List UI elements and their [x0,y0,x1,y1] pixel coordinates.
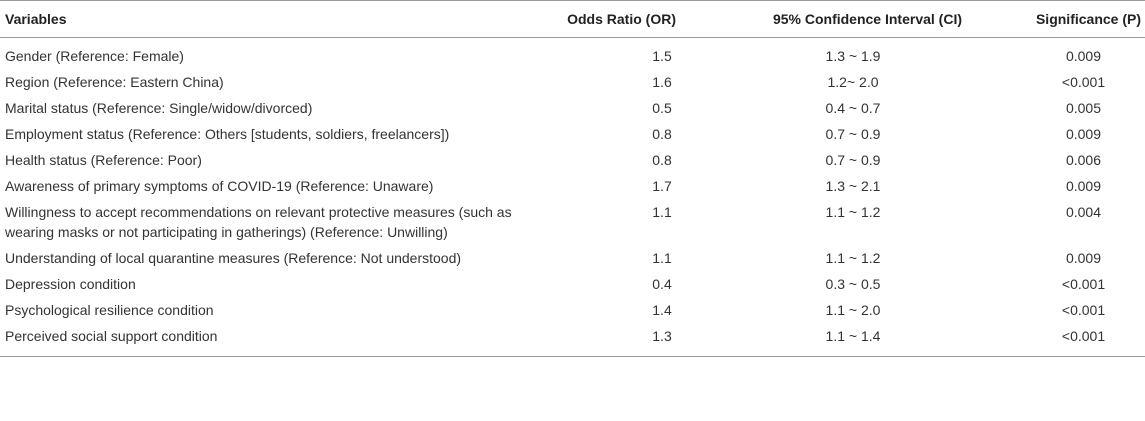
cell-variable: Marital status (Reference: Single/widow/… [5,100,313,116]
cell-odds-ratio: 0.4 [652,276,672,292]
table-body: Gender (Reference: Female) 1.5 1.3 ~ 1.9… [0,38,1145,357]
cell-odds-ratio: 0.8 [652,126,672,142]
cell-odds-ratio: 1.7 [652,178,672,194]
cell-variable: Gender (Reference: Female) [5,48,184,64]
table-row: Region (Reference: Eastern China) 1.6 1.… [0,70,1145,96]
cell-confidence-interval: 1.3 ~ 2.1 [825,178,881,194]
table-row: Understanding of local quarantine measur… [0,246,1145,272]
cell-odds-ratio: 1.4 [652,302,672,318]
table-header: Variables Odds Ratio (OR) 95% Confidence… [0,0,1145,38]
table-row: Awareness of primary symptoms of COVID-1… [0,174,1145,200]
cell-significance: 0.006 [1065,152,1102,168]
cell-variable: Willingness to accept recommendations on… [5,204,512,240]
cell-significance: <0.001 [1061,276,1106,292]
header-row: Variables Odds Ratio (OR) 95% Confidence… [0,0,1145,38]
table-row: Employment status (Reference: Others [st… [0,122,1145,148]
cell-odds-ratio: 1.3 [652,328,672,344]
cell-variable: Understanding of local quarantine measur… [5,250,462,266]
cell-variable: Region (Reference: Eastern China) [5,74,224,90]
cell-confidence-interval: 1.1 ~ 1.4 [825,328,881,344]
cell-confidence-interval: 1.1 ~ 1.2 [825,204,881,220]
cell-variable: Depression condition [5,276,136,292]
cell-variable: Health status (Reference: Poor) [5,152,202,168]
header-confidence-interval: 95% Confidence Interval (CI) [772,11,962,27]
cell-odds-ratio: 0.5 [652,100,672,116]
cell-confidence-interval: 0.4 ~ 0.7 [825,100,881,116]
cell-variable: Awareness of primary symptoms of COVID-1… [5,178,434,194]
header-significance: Significance (P) [1035,11,1141,27]
cell-variable: Perceived social support condition [5,328,218,344]
table-row: Willingness to accept recommendations on… [0,200,1145,246]
cell-confidence-interval: 0.3 ~ 0.5 [825,276,881,292]
table-row: Depression condition 0.4 0.3 ~ 0.5 <0.00… [0,272,1145,298]
cell-confidence-interval: 1.1 ~ 1.2 [825,250,881,266]
cell-significance: 0.009 [1065,48,1102,64]
cell-significance: 0.009 [1065,178,1102,194]
table-row: Marital status (Reference: Single/widow/… [0,96,1145,122]
cell-confidence-interval: 0.7 ~ 0.9 [825,152,881,168]
table-row: Perceived social support condition 1.3 1… [0,324,1145,357]
cell-confidence-interval: 1.3 ~ 1.9 [825,48,881,64]
cell-significance: <0.001 [1061,74,1106,90]
cell-significance: 0.009 [1065,126,1102,142]
cell-odds-ratio: 0.8 [652,152,672,168]
cell-significance: 0.004 [1065,204,1102,220]
cell-odds-ratio: 1.1 [652,204,672,220]
cell-significance: <0.001 [1061,328,1106,344]
cell-confidence-interval: 1.2~ 2.0 [827,74,879,90]
table-row: Gender (Reference: Female) 1.5 1.3 ~ 1.9… [0,38,1145,71]
cell-odds-ratio: 1.1 [652,250,672,266]
cell-odds-ratio: 1.5 [652,48,672,64]
cell-significance: 0.005 [1065,100,1102,116]
header-variables: Variables [5,11,67,27]
cell-variable: Psychological resilience condition [5,302,214,318]
cell-confidence-interval: 1.1 ~ 2.0 [825,302,881,318]
cell-variable: Employment status (Reference: Others [st… [5,126,450,142]
cell-odds-ratio: 1.6 [652,74,672,90]
odds-ratio-table: Variables Odds Ratio (OR) 95% Confidence… [0,0,1145,357]
table-row: Health status (Reference: Poor) 0.8 0.7 … [0,148,1145,174]
table-row: Psychological resilience condition 1.4 1… [0,298,1145,324]
cell-significance: <0.001 [1061,302,1106,318]
header-odds-ratio: Odds Ratio (OR) [567,11,676,27]
cell-confidence-interval: 0.7 ~ 0.9 [825,126,881,142]
cell-significance: 0.009 [1065,250,1102,266]
